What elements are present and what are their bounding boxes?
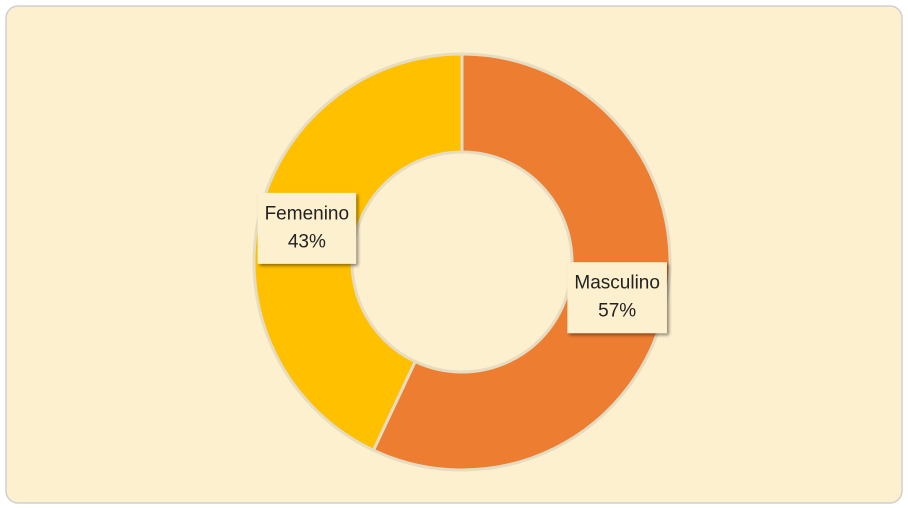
- data-label: Masculino 57%: [567, 262, 667, 334]
- label-box: [567, 262, 667, 334]
- chart-background: [5, 5, 903, 504]
- data-label: Femenino 43%: [257, 192, 357, 264]
- label-value: 43%: [288, 231, 326, 252]
- label-box: [257, 192, 357, 264]
- label-value: 57%: [598, 301, 636, 322]
- label-category: Masculino: [574, 273, 660, 294]
- donut-slice: [252, 52, 464, 453]
- donut-slice: [371, 52, 672, 472]
- label-category: Femenino: [265, 203, 350, 224]
